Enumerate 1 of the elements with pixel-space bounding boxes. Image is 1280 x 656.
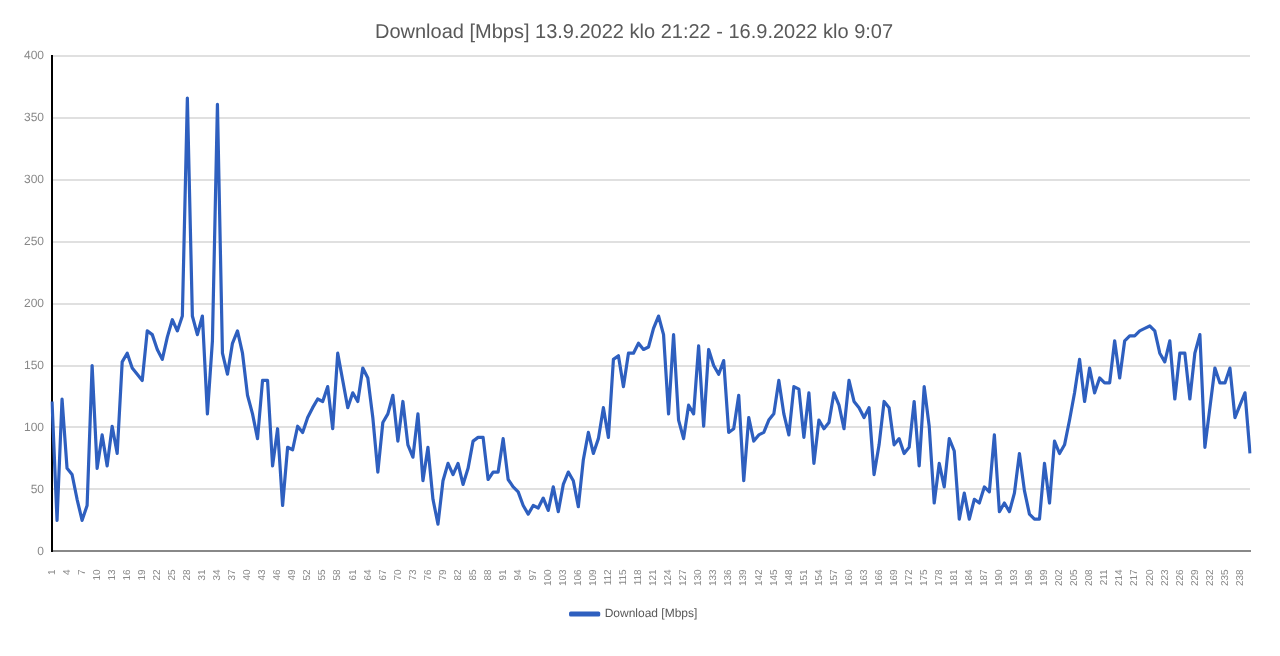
chart-title: Download [Mbps] 13.9.2022 klo 21:22 - 16.9.2022 klo 9:07: [374, 21, 894, 44]
